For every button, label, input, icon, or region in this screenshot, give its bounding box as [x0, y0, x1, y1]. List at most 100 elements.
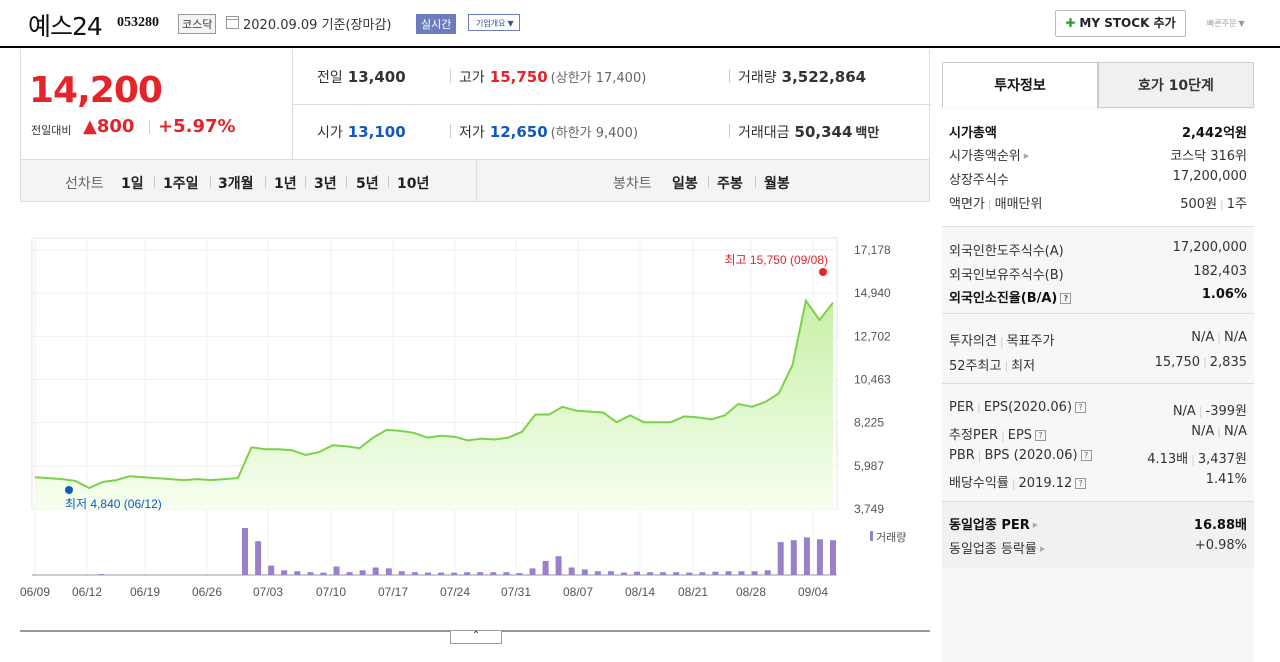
- calendar-icon: [226, 16, 239, 29]
- volume-bar: [385, 568, 392, 575]
- help-icon[interactable]: ?: [1075, 402, 1087, 413]
- market-cap-section: 시가총액 2,442억원 시가총액순위 ▶ 코스닥 316위 상장주식수 17,200,…: [942, 109, 1254, 227]
- volume-bar: [294, 571, 301, 575]
- y-tick-label: 10,463: [854, 373, 891, 387]
- x-tick-label: 09/04: [798, 585, 828, 599]
- volume-bar: [764, 570, 771, 575]
- help-icon[interactable]: ?: [1035, 430, 1047, 441]
- market-cap-rank-row[interactable]: 시가총액순위 ▶ 코스닥 316위: [949, 145, 1247, 167]
- y-tick-label: 17,178: [854, 243, 891, 257]
- daily-candle-button[interactable]: 일봉: [672, 176, 698, 192]
- volume-bar: [255, 541, 262, 575]
- volume-bar: [790, 540, 797, 575]
- quick-order-dropdown[interactable]: 빠른주문 ▼: [1205, 15, 1245, 30]
- volume-bar: [490, 572, 497, 575]
- current-price-box: 14,200 전일대비 ▲800 +5.97%: [21, 50, 293, 160]
- volume-label: 거래량: [738, 70, 777, 86]
- volume-bar: [542, 560, 549, 575]
- dividend-value: 1.41%: [1205, 472, 1247, 487]
- per-label: PER: [949, 400, 975, 415]
- volume-bar: [568, 567, 575, 575]
- week52-values: 15,750 | 2,835: [1155, 355, 1247, 370]
- amount-value: 50,344: [794, 123, 853, 141]
- industry-rate-row[interactable]: 동일업종 등락률 ▶ +0.98%: [949, 538, 1247, 560]
- pbr-row: PBR | BPS (2020.06)? 4.13배 | 3,437원: [949, 448, 1247, 470]
- pbr-label: PBR: [949, 448, 975, 463]
- low-label: 저가: [459, 125, 485, 141]
- period-10y-button[interactable]: 10년: [397, 176, 430, 192]
- divider: |: [987, 198, 992, 211]
- eps-label: EPS(2020.06): [983, 400, 1073, 415]
- divider: |: [1001, 429, 1005, 442]
- industry-per-row[interactable]: 동일업종 PER ▶ 16.88배: [949, 514, 1247, 536]
- week52-low-label: 최저: [1011, 359, 1036, 374]
- period-3m-button[interactable]: 3개월: [218, 176, 254, 192]
- volume-bar: [555, 556, 562, 575]
- divider: [450, 69, 451, 83]
- help-icon[interactable]: ?: [1080, 450, 1092, 461]
- divider: |: [1191, 453, 1195, 466]
- company-overview-dropdown[interactable]: 기업개요 ▼: [468, 14, 520, 31]
- line-chart-label: 선차트: [65, 176, 104, 192]
- foreign-hold-row: 외국인보유주식수(B) 182,403: [949, 264, 1247, 286]
- x-tick-label: 06/09: [20, 585, 50, 599]
- tab-orderbook-10[interactable]: 호가 10단계: [1098, 62, 1254, 108]
- x-tick-label: 07/03: [253, 585, 283, 599]
- period-1w-button[interactable]: 1주일: [163, 176, 199, 192]
- x-tick-label: 08/14: [625, 585, 655, 599]
- add-my-stock-label: MY STOCK 추가: [1079, 16, 1176, 30]
- tab-invest-info[interactable]: 투자정보: [942, 62, 1098, 108]
- prev-close-value: 13,400: [347, 68, 406, 86]
- volume-bar: [777, 542, 784, 575]
- low-price: 저가 12,650 (하한가 9,400): [459, 122, 638, 142]
- open-label: 시가: [317, 125, 343, 141]
- pbr-values: 4.13배 | 3,437원: [1147, 448, 1247, 467]
- chevron-down-icon: ▼: [507, 19, 514, 28]
- amount-label: 거래대금: [738, 125, 790, 141]
- realtime-button[interactable]: 실시간: [416, 14, 457, 34]
- price-row-1: 전일 13,400 고가 15,750 (상한가 17,400) 거래량 3,522,8…: [293, 50, 931, 105]
- foreign-hold-value: 182,403: [1193, 264, 1247, 279]
- volume-bar: [359, 570, 366, 575]
- y-tick-label: 3,749: [854, 502, 884, 516]
- chart-collapse-button[interactable]: ⌃: [450, 631, 502, 644]
- volume-bar: [281, 570, 288, 575]
- low-value: 12,650: [489, 123, 548, 141]
- monthly-candle-button[interactable]: 월봉: [764, 176, 790, 192]
- x-tick-label: 08/07: [563, 585, 593, 599]
- period-5y-button[interactable]: 5년: [356, 176, 379, 192]
- y-tick-label: 12,702: [854, 329, 891, 343]
- change-value: ▲800: [83, 116, 135, 137]
- per-key: PER | EPS(2020.06)?: [949, 400, 1087, 415]
- volume-bar: [398, 571, 405, 575]
- change-percent: +5.97%: [158, 116, 236, 137]
- trade-unit-value: 1주: [1226, 197, 1247, 212]
- price-chart: 17,178 14,940 12,702 10,463 8,225 5,987 3,749 …: [20, 202, 930, 632]
- x-tick-label: 07/31: [501, 585, 531, 599]
- volume-bar: [98, 574, 105, 575]
- opinion-section: 투자의견 | 목표주가 N/A | N/A 52주최고 | 최저 15,750 | 2,835: [942, 314, 1254, 384]
- industry-per-label: 동일업종 PER: [949, 518, 1030, 533]
- period-1d-button[interactable]: 1일: [121, 176, 144, 192]
- volume-bar: [647, 572, 654, 575]
- chart-period-toolbar: 선차트 1일 1주일 3개월 1년 3년 5년 10년 봉차트 일봉 주봉 월봉: [20, 160, 930, 202]
- add-my-stock-button[interactable]: ✚ MY STOCK 추가: [1055, 10, 1186, 37]
- bps-value: 3,437원: [1197, 452, 1247, 467]
- industry-rate-label: 동일업종 등락률: [949, 542, 1037, 557]
- stock-name: 예스24: [28, 12, 103, 41]
- divider: |: [999, 335, 1004, 348]
- x-tick-label: 06/19: [130, 585, 160, 599]
- weekly-candle-button[interactable]: 주봉: [717, 176, 743, 192]
- volume: 거래량 3,522,864: [738, 67, 866, 87]
- volume-bar: [725, 571, 732, 575]
- period-1y-button[interactable]: 1년: [274, 176, 297, 192]
- help-icon[interactable]: ?: [1060, 293, 1072, 304]
- volume-bar: [242, 528, 248, 575]
- arrow-right-icon: ▶: [1032, 521, 1039, 529]
- period-3y-button[interactable]: 3년: [314, 176, 337, 192]
- industry-section: 동일업종 PER ▶ 16.88배 동일업종 등락률 ▶ +0.98%: [942, 502, 1254, 568]
- est-per-value: N/A: [1191, 424, 1215, 439]
- help-icon[interactable]: ?: [1075, 478, 1087, 489]
- market-badge: 코스닥: [178, 14, 217, 34]
- pbr-value: 4.13배: [1147, 452, 1189, 467]
